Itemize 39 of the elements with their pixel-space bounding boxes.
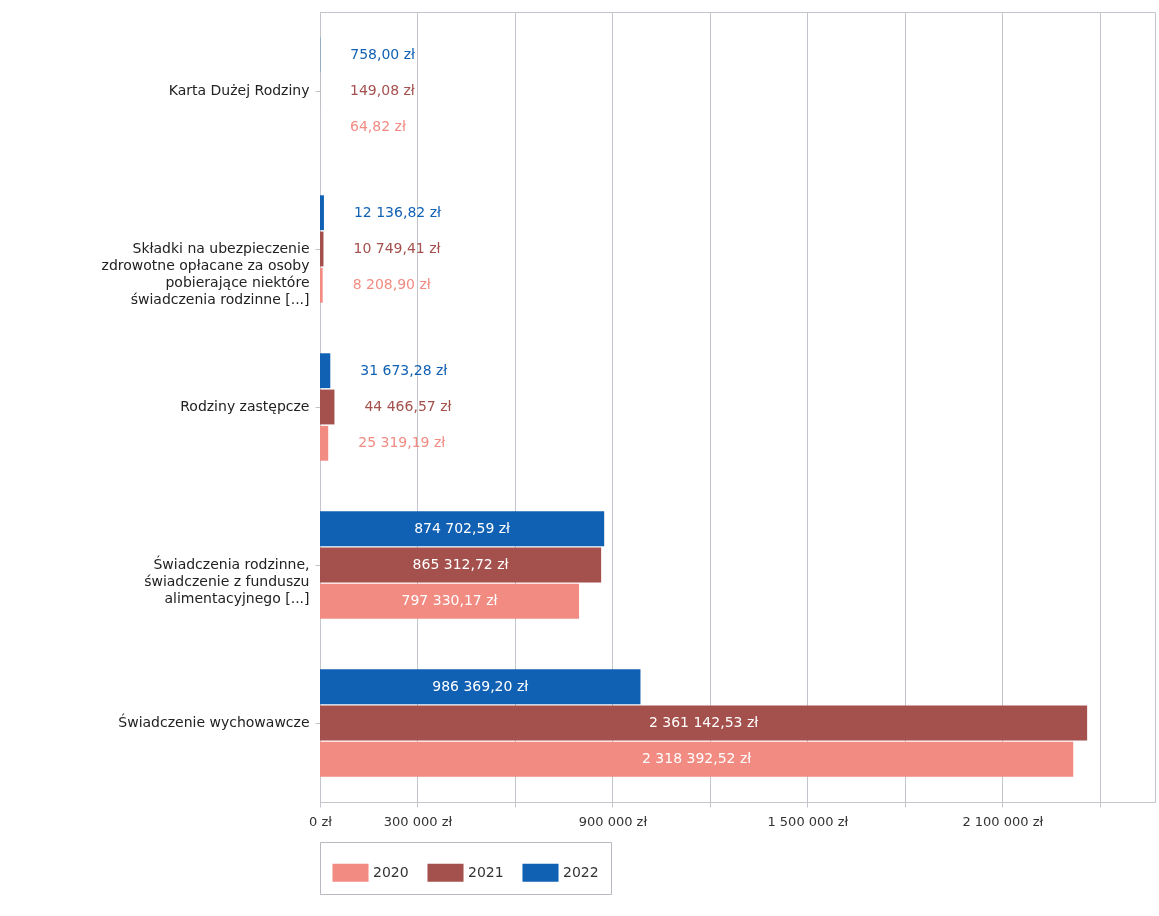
data-label: 8 208,90 zł <box>352 276 431 293</box>
y-tick-label: Świadczenie wychowawcze <box>118 713 310 730</box>
x-tick-label: 0 zł <box>309 813 333 829</box>
data-label: 149,08 zł <box>350 82 415 98</box>
y-tick-label: Rodziny zastępcze <box>180 398 310 414</box>
bar <box>320 389 335 425</box>
x-tick-label: 2 100 000 zł <box>962 813 1044 829</box>
x-tick-label: 300 000 zł <box>383 813 453 829</box>
bar <box>320 705 1088 741</box>
data-label: 797 330,17 zł <box>401 592 498 609</box>
x-tick-label: 900 000 zł <box>578 813 648 829</box>
data-label: 874 702,59 zł <box>414 519 511 536</box>
data-label: 25 319,19 zł <box>358 434 446 451</box>
data-label: 64,82 zł <box>350 118 406 135</box>
legend-label: 2022 <box>563 863 599 880</box>
bar <box>320 267 323 303</box>
data-label: 10 749,41 zł <box>353 240 441 256</box>
bar <box>320 511 605 547</box>
data-label: 758,00 zł <box>350 45 416 62</box>
x-tick-label: 1 500 000 zł <box>767 813 849 829</box>
bar <box>320 583 580 619</box>
data-label: 12 136,82 zł <box>353 203 441 220</box>
data-label: 44 466,57 zł <box>364 398 452 414</box>
data-label: 31 673,28 zł <box>360 361 448 378</box>
y-tick-label: Świadczenia rodzinne, świadczenie z funduszu alimentacyjnego [...] <box>144 555 310 606</box>
data-label: 2 361 142,53 zł <box>648 714 759 730</box>
bar <box>320 741 1074 777</box>
bar <box>320 425 329 461</box>
legend-label: 2020 <box>373 863 409 880</box>
data-label: 986 369,20 zł <box>432 677 529 694</box>
y-tick-label: Składki na ubezpieczenie zdrowotne opłacane za osoby pobierające niektóre świadczenia rodzinne [...] <box>101 240 310 307</box>
bar <box>320 353 331 389</box>
data-label: 2 318 392,52 zł <box>641 750 752 767</box>
y-tick-label: Karta Dużej Rodziny <box>168 82 310 98</box>
bar <box>320 195 324 231</box>
bar <box>320 669 641 705</box>
data-label: 865 312,72 zł <box>412 556 509 572</box>
bar <box>320 547 602 583</box>
legend-label: 2021 <box>468 863 504 880</box>
